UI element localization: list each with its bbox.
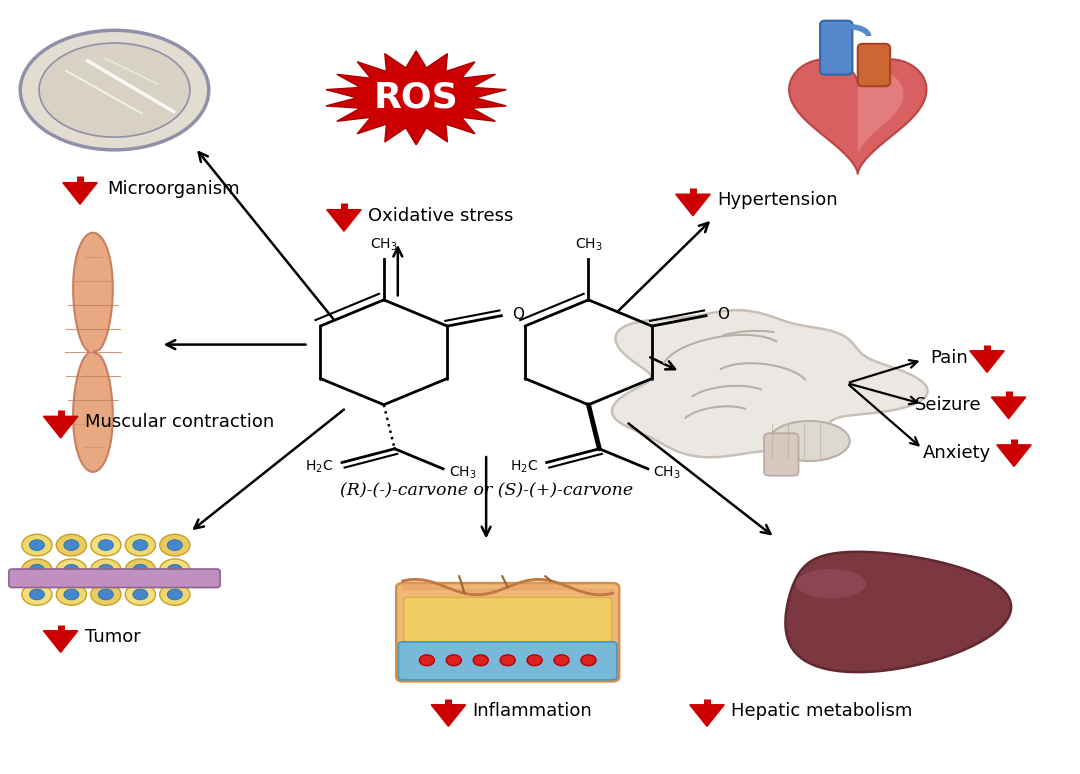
Polygon shape [326, 51, 507, 145]
Ellipse shape [98, 589, 113, 600]
Polygon shape [43, 631, 78, 652]
Circle shape [554, 655, 569, 666]
Ellipse shape [167, 539, 183, 550]
Text: CH$_3$: CH$_3$ [370, 236, 397, 253]
Text: H$_2$C: H$_2$C [510, 458, 538, 474]
Polygon shape [327, 210, 361, 231]
Ellipse shape [796, 569, 866, 598]
Ellipse shape [29, 589, 44, 600]
Text: Oxidative stress: Oxidative stress [367, 207, 513, 224]
Text: CH$_3$: CH$_3$ [575, 236, 603, 253]
Ellipse shape [133, 539, 148, 550]
Polygon shape [789, 60, 927, 173]
Ellipse shape [160, 559, 190, 580]
Ellipse shape [64, 564, 79, 575]
Ellipse shape [64, 589, 79, 600]
Polygon shape [431, 705, 465, 726]
Ellipse shape [91, 584, 121, 605]
Text: CH$_3$: CH$_3$ [448, 464, 476, 481]
Text: O: O [717, 307, 729, 322]
Text: Inflammation: Inflammation [472, 702, 592, 720]
FancyBboxPatch shape [399, 642, 617, 680]
Ellipse shape [22, 559, 52, 580]
Polygon shape [690, 705, 725, 726]
Polygon shape [970, 351, 1004, 372]
FancyBboxPatch shape [820, 21, 852, 74]
Text: H$_2$C: H$_2$C [306, 458, 334, 474]
Ellipse shape [167, 589, 183, 600]
Ellipse shape [56, 559, 86, 580]
Ellipse shape [91, 534, 121, 556]
Ellipse shape [39, 43, 190, 137]
FancyBboxPatch shape [9, 569, 220, 587]
FancyBboxPatch shape [858, 44, 890, 86]
Circle shape [527, 655, 542, 666]
Text: ROS: ROS [374, 80, 459, 115]
Ellipse shape [22, 584, 52, 605]
Text: Hypertension: Hypertension [718, 191, 838, 209]
Ellipse shape [91, 559, 121, 580]
Ellipse shape [125, 534, 156, 556]
Ellipse shape [56, 534, 86, 556]
Ellipse shape [133, 564, 148, 575]
Text: Pain: Pain [930, 350, 968, 368]
Polygon shape [73, 233, 112, 472]
Text: Seizure: Seizure [915, 396, 982, 414]
Ellipse shape [29, 564, 44, 575]
Text: Anxiety: Anxiety [922, 444, 990, 461]
Polygon shape [991, 397, 1026, 419]
Ellipse shape [56, 584, 86, 605]
Polygon shape [43, 416, 78, 438]
Text: Muscular contraction: Muscular contraction [85, 413, 274, 431]
Ellipse shape [769, 421, 850, 461]
Polygon shape [785, 552, 1011, 672]
Ellipse shape [125, 584, 156, 605]
Text: CH$_3$: CH$_3$ [653, 464, 680, 481]
Ellipse shape [160, 534, 190, 556]
FancyBboxPatch shape [764, 433, 798, 476]
Ellipse shape [22, 534, 52, 556]
FancyBboxPatch shape [396, 583, 619, 681]
FancyBboxPatch shape [404, 598, 611, 642]
Text: Microorganism: Microorganism [107, 180, 240, 198]
Text: Hepatic metabolism: Hepatic metabolism [731, 702, 912, 720]
Ellipse shape [98, 564, 113, 575]
Circle shape [473, 655, 488, 666]
Polygon shape [858, 72, 904, 155]
Ellipse shape [125, 559, 156, 580]
Ellipse shape [64, 539, 79, 550]
Circle shape [581, 655, 596, 666]
Text: Tumor: Tumor [85, 628, 141, 646]
Circle shape [446, 655, 461, 666]
Ellipse shape [133, 589, 148, 600]
Ellipse shape [21, 30, 208, 150]
Circle shape [500, 655, 515, 666]
Text: (R)-(-)-carvone or (S)-(+)-carvone: (R)-(-)-carvone or (S)-(+)-carvone [339, 483, 633, 499]
Ellipse shape [160, 584, 190, 605]
Ellipse shape [98, 539, 113, 550]
Polygon shape [612, 310, 928, 457]
Polygon shape [63, 183, 97, 204]
Ellipse shape [167, 564, 183, 575]
Ellipse shape [29, 539, 44, 550]
Circle shape [419, 655, 434, 666]
Text: O: O [512, 307, 524, 322]
Polygon shape [676, 194, 711, 216]
Polygon shape [997, 445, 1031, 467]
